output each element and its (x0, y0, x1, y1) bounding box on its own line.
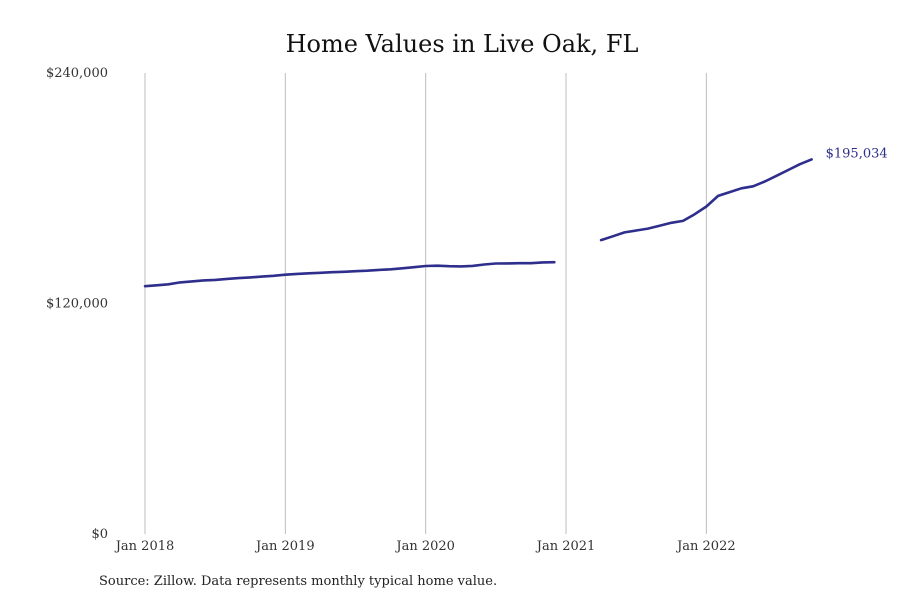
end-value-label: $195,034 (826, 146, 888, 161)
y-tick-label: $0 (91, 527, 108, 542)
y-tick-label: $120,000 (46, 297, 108, 312)
grid-lines (144, 73, 707, 534)
x-tick-label: Jan 2019 (254, 539, 315, 554)
x-axis-ticks: Jan 2018 Jan 2019 Jan 2020 Jan 2021 Jan 2022 (114, 539, 736, 554)
x-tick-label: Jan 2018 (114, 539, 175, 554)
x-tick-label: Jan 2021 (535, 539, 596, 554)
y-axis-ticks: $0 $120,000 $240,000 (46, 66, 108, 542)
series-line-segment-2 (599, 158, 813, 242)
y-tick-label: $240,000 (46, 66, 108, 81)
chart-title: Home Values in Live Oak, FL (286, 30, 639, 58)
x-tick-label: Jan 2022 (675, 539, 736, 554)
series-line-segment-1 (143, 260, 556, 288)
series-home-value (143, 158, 813, 288)
source-note: Source: Zillow. Data represents monthly … (99, 574, 497, 589)
x-tick-label: Jan 2020 (394, 539, 455, 554)
